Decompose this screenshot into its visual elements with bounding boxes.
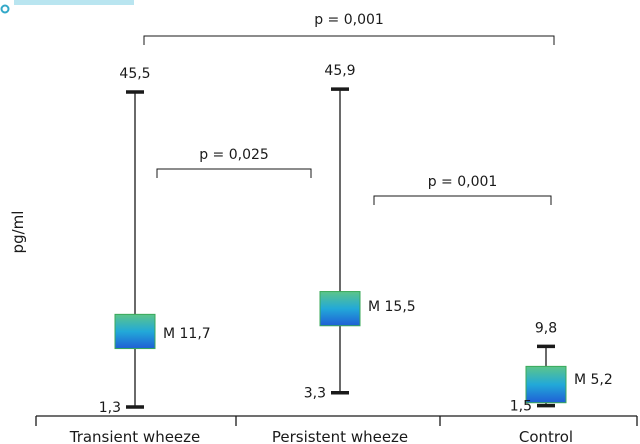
box-1: [319, 291, 361, 327]
box-2: [525, 365, 567, 404]
max-value-label-0: 45,5: [119, 66, 150, 82]
median-label-0: M 11,7: [163, 326, 211, 342]
x-tick-label-2: Control: [519, 428, 573, 444]
y-axis-label: pg/ml: [9, 211, 27, 254]
max-value-label-2: 9,8: [535, 320, 557, 336]
box-0: [114, 313, 156, 350]
min-value-label-0: 1,3: [99, 400, 121, 416]
header-cropped-text: [14, 0, 134, 5]
p-value-label-0: p = 0,001: [314, 12, 384, 28]
x-tick-label-0: Transient wheeze: [69, 428, 201, 444]
header-bullet-icon: [0, 4, 10, 14]
p-value-label-2: p = 0,001: [428, 174, 498, 190]
min-value-label-1: 3,3: [304, 386, 326, 402]
significance-bracket-2: [373, 195, 552, 205]
min-value-label-2: 1,5: [510, 399, 532, 415]
significance-bracket-1: [156, 168, 312, 178]
median-label-1: M 15,5: [368, 299, 416, 315]
max-value-label-1: 45,9: [324, 63, 355, 79]
p-value-label-1: p = 0,025: [199, 147, 269, 163]
median-label-2: M 5,2: [574, 372, 613, 388]
x-tick-label-1: Persistent wheeze: [272, 428, 408, 444]
significance-bracket-0: [143, 35, 555, 45]
